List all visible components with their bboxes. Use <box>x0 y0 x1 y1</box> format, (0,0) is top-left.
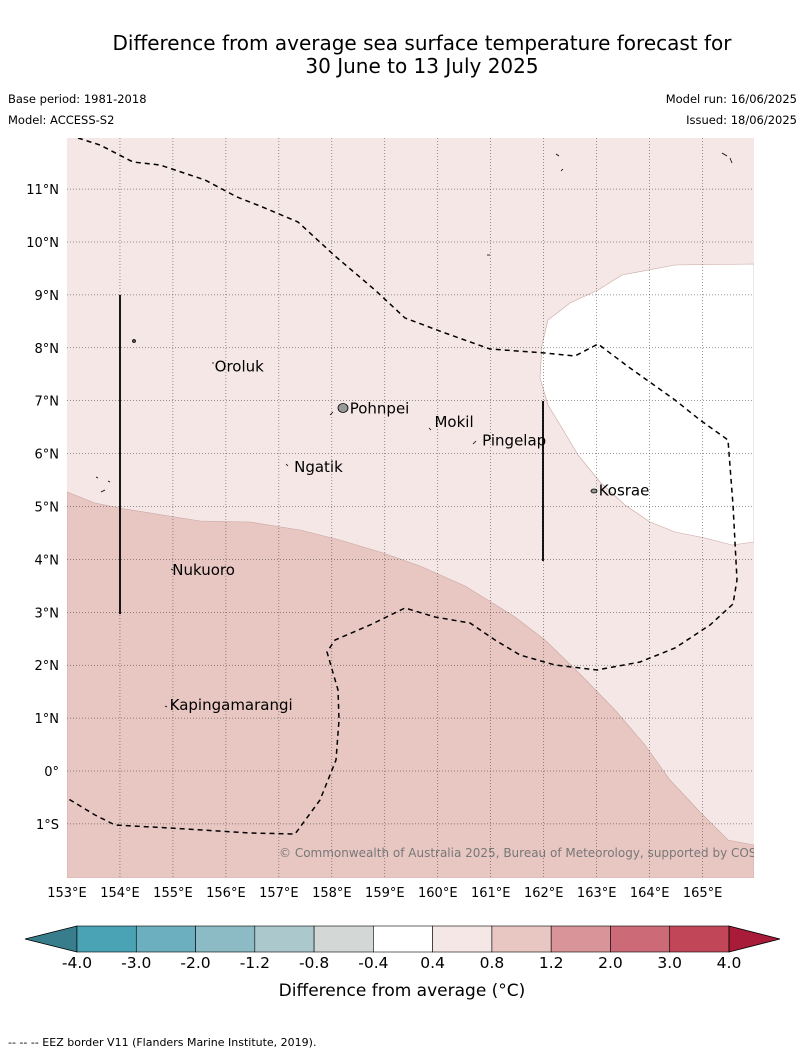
colorbar-segment <box>491 925 552 953</box>
latitude-label: 1°S <box>36 818 59 833</box>
latitude-label: 11°N <box>26 183 59 198</box>
longitude-label: 165°E <box>683 886 723 901</box>
latitude-label: 10°N <box>26 236 59 251</box>
chart-title: Difference from average sea surface temp… <box>40 32 804 78</box>
colorbar-tick-label: -3.0 <box>121 954 152 972</box>
islet <box>164 705 168 708</box>
kosrae-island <box>590 488 598 494</box>
longitude-label: 153°E <box>47 886 87 901</box>
longitude-label: 159°E <box>365 886 405 901</box>
latitude-label: 5°N <box>35 501 60 516</box>
colorbar-tick-label: 4.0 <box>716 954 742 972</box>
colorbar-segment <box>313 925 374 953</box>
longitude-label: 154°E <box>100 886 140 901</box>
latitude-label: 1°N <box>35 712 60 727</box>
colorbar-segment <box>373 925 433 953</box>
base-period: Base period: 1981-2018 <box>8 92 147 106</box>
colorbar-segment <box>254 925 315 953</box>
longitude-label: 163°E <box>577 886 617 901</box>
colorbar-segment <box>550 925 611 953</box>
colorbar-segment <box>669 925 730 953</box>
longitude-label: 162°E <box>524 886 564 901</box>
map-area: Oroluk Pohnpei Mokil Pingelap Ngatik Kosrae Nu… <box>67 138 784 878</box>
colorbar-tick-label: -0.4 <box>358 954 389 972</box>
islands <box>95 152 733 708</box>
latitude-label: 2°N <box>35 659 60 674</box>
latitude-label: 8°N <box>35 342 60 357</box>
issued-date: Issued: 18/06/2025 <box>686 113 797 127</box>
colorbar-tick-label: 0.4 <box>420 954 445 972</box>
copyright-note: © Commonwealth of Australia 2025, Bureau… <box>279 846 784 860</box>
islet <box>555 153 560 157</box>
pohnpei-island <box>337 403 349 413</box>
eez-border-north <box>67 138 738 835</box>
model-name: Model: ACCESS-S2 <box>8 113 115 127</box>
colorbar-tick-label: 1.2 <box>538 954 564 972</box>
colorbar-tick-label: -2.0 <box>180 954 211 972</box>
longitude-label: 164°E <box>630 886 670 901</box>
place-label: Kapingamarangi <box>170 696 293 714</box>
longitude-label: 161°E <box>471 886 511 901</box>
islet <box>100 489 106 493</box>
colorbar-segment <box>76 925 137 953</box>
longitude-label: 155°E <box>153 886 193 901</box>
title-line-2: 30 June to 13 July 2025 <box>305 54 539 78</box>
colorbar-segment <box>195 925 256 953</box>
place-label: Mokil <box>434 413 473 431</box>
eez-borders <box>67 138 738 835</box>
islet <box>170 568 174 571</box>
place-labels: Oroluk Pohnpei Mokil Pingelap Ngatik Kosrae Nu… <box>170 357 650 714</box>
longitude-labels: 153°E 154°E 155°E 156°E 157°E 158°E 159°E 160°E… <box>47 886 722 901</box>
latitude-label: 9°N <box>35 289 60 304</box>
place-label: Kosrae <box>599 482 650 500</box>
footer-note: -- -- -- EEZ border V11 (Flanders Marine… <box>8 1036 317 1049</box>
colorbar-extend-low <box>24 925 78 953</box>
colorbar-label: Difference from average (°C) <box>278 981 526 1001</box>
title-line-1: Difference from average sea surface temp… <box>112 31 732 55</box>
islet <box>472 440 477 445</box>
colorbar-segment <box>135 925 196 953</box>
islet <box>107 480 111 483</box>
longitude-label: 156°E <box>206 886 246 901</box>
colorbar-tick-label: 0.8 <box>479 954 505 972</box>
place-label: Nukuoro <box>172 561 235 579</box>
latitude-label: 4°N <box>35 553 60 568</box>
latitude-labels: 11°N 10°N 9°N 8°N 7°N 6°N 5°N 4°N 3°N 2°N 1°N 0° 1°S <box>26 183 59 833</box>
latitude-label: 6°N <box>35 448 60 463</box>
colorbar-extend-high <box>728 925 781 953</box>
latitude-label: 0° <box>44 765 59 780</box>
place-label: Pohnpei <box>350 400 410 418</box>
place-label: Oroluk <box>215 357 264 375</box>
colorbar-tick-label: -1.2 <box>239 954 270 972</box>
islet <box>729 157 733 164</box>
islet <box>132 339 136 343</box>
colorbar-segment <box>432 925 493 953</box>
colorbar-segment <box>610 925 671 953</box>
islet <box>560 168 564 172</box>
islet <box>285 463 289 467</box>
anomaly-region-neutral <box>539 263 754 546</box>
model-run: Model run: 16/06/2025 <box>665 92 797 106</box>
place-label: Ngatik <box>294 458 343 476</box>
place-label: Pingelap <box>482 431 546 449</box>
colorbar-tick-label: -4.0 <box>61 954 93 972</box>
latitude-label: 3°N <box>35 606 60 621</box>
longitude-label: 157°E <box>259 886 299 901</box>
anomaly-region-warm <box>67 491 754 878</box>
islet <box>721 152 728 157</box>
colorbar-tick-label: -0.8 <box>298 954 330 972</box>
latitude-label: 7°N <box>35 395 60 410</box>
colorbar-tick-label: 2.0 <box>598 954 623 972</box>
colorbar <box>24 925 781 953</box>
islet <box>329 411 334 416</box>
colorbar-tick-label: 3.0 <box>657 954 683 972</box>
longitude-label: 158°E <box>312 886 352 901</box>
longitude-label: 160°E <box>418 886 458 901</box>
islet <box>95 476 99 479</box>
islet <box>428 427 432 431</box>
